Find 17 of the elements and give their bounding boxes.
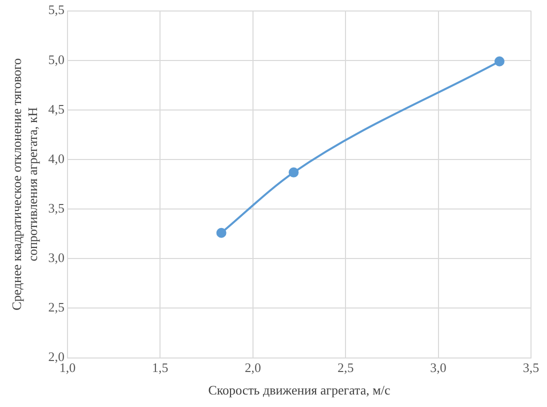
y-tick-label: 5,5 [48,2,64,18]
y-tick-label: 2,5 [48,300,64,315]
x-axis-title: Скорость движения агрегата, м/с [208,382,390,398]
y-tick-label: 4,5 [48,101,64,116]
y-tick-label: 4,0 [48,150,64,166]
x-tick-label: 1,5 [152,360,168,376]
y-tick-label: 3,0 [48,250,64,266]
x-tick-label: 3,0 [430,360,446,376]
y-tick-label: 5,0 [48,52,64,67]
x-tick-label: 2,0 [244,360,261,376]
point [494,56,504,66]
y-axis-title: Среднее квадратическое отклонение тягового сопротивления агрегата, кН [9,58,40,310]
x-tick-label: 2,5 [337,360,354,376]
x-tick-label: 3,5 [522,360,540,376]
y-tick-label: 3,5 [48,200,64,216]
point [216,228,226,238]
point [288,167,299,178]
